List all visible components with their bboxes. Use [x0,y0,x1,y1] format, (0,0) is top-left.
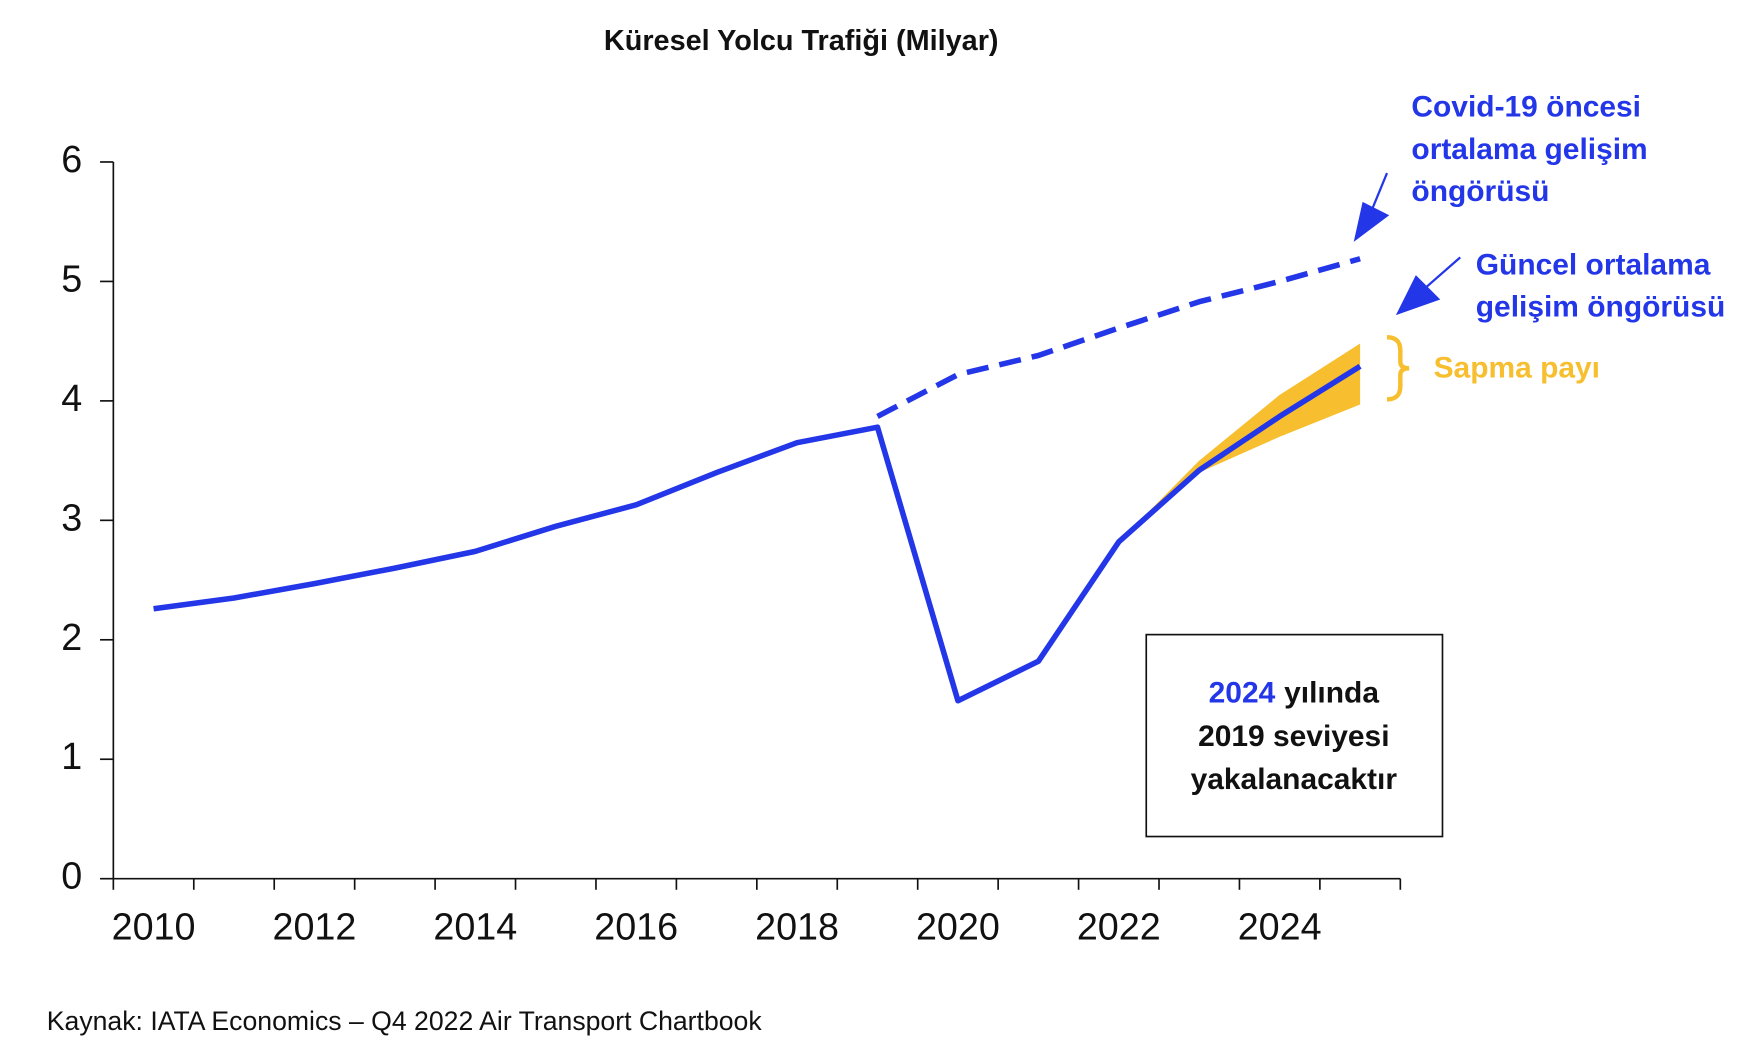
x-tick-label: 2022 [1077,906,1161,948]
callout-highlight: 2024 [1209,676,1276,709]
x-tick-label: 2024 [1238,906,1322,948]
y-tick-label: 2 [61,616,82,658]
arrow-line [1370,172,1389,212]
y-tick-label: 6 [61,138,82,180]
y-tick-label: 5 [61,257,82,299]
chart-title: Küresel Yolcu Trafiği (Milyar) [604,25,999,57]
arrow-head [1395,275,1441,316]
callout-text: 2024 yılında 2019 seviyesi yakalanacaktır [1191,676,1398,796]
arrow-line [1423,256,1461,290]
source: Kaynak: IATA Economics – Q4 2022 Air Tra… [47,1006,763,1036]
x-tick-label: 2020 [916,906,1000,948]
callout-line: 2019 seviyesi [1198,720,1389,753]
y-tick-label: 3 [61,496,82,538]
series-line [153,363,1362,704]
arrow-head [1353,201,1390,242]
callout-line: yakalanacaktır [1191,763,1398,796]
x-tick-label: 2016 [594,906,678,948]
callout-box [1145,633,1444,838]
bracket [1386,335,1410,402]
x-tick-label: 2010 [112,906,196,948]
x-tick-label: 2012 [272,906,356,948]
annotation: Covid-19 öncesi ortalama gelişim öngörüsü [1411,91,1647,208]
callout-line: yılında [1284,676,1379,709]
y-tick-label: 4 [61,377,82,419]
annotation: Güncel ortalama gelişim öngörüsü [1476,248,1726,323]
y-tick-label: 1 [61,735,82,777]
x-tick-label: 2014 [433,906,517,948]
x-tick-label: 2018 [755,906,839,948]
band-label: Sapma payı [1434,351,1600,384]
y-tick-label: 0 [61,855,82,897]
